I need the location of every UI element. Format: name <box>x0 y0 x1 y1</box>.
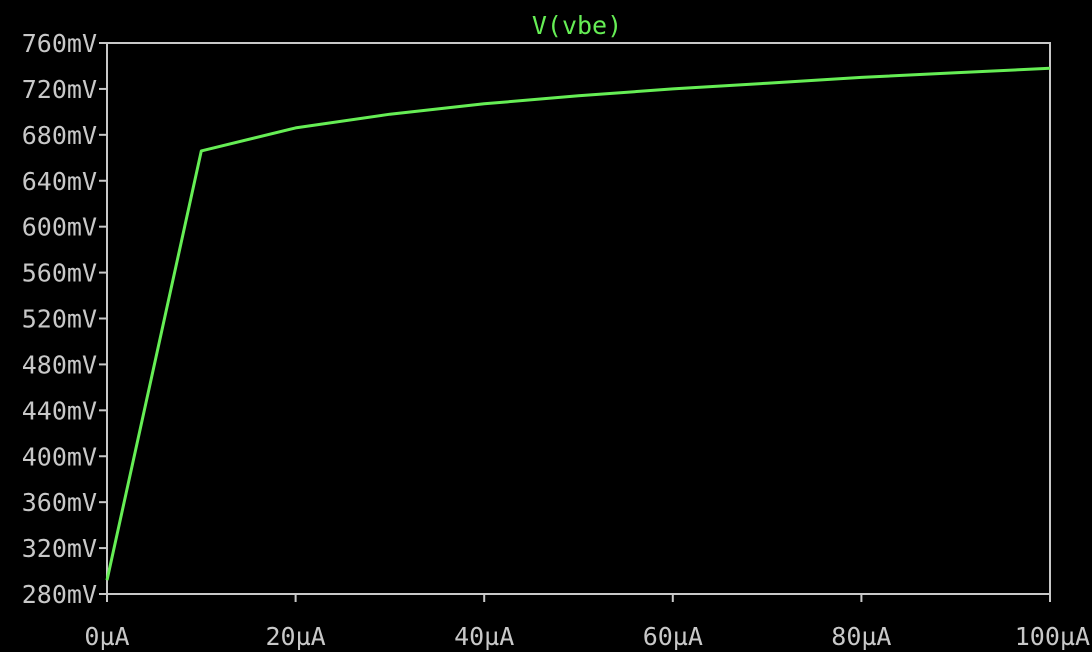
y-tick-label: 280mV <box>22 580 97 609</box>
y-tick-label: 560mV <box>22 259 97 288</box>
y-tick-label: 360mV <box>22 488 97 517</box>
y-tick-label: 680mV <box>22 121 97 150</box>
y-tick-label: 520mV <box>22 305 97 334</box>
y-axis: 280mV 320mV 360mV 400mV 440mV 480mV 520mV 560mV… <box>22 29 107 609</box>
y-tick-label: 480mV <box>22 350 97 379</box>
y-tick-label: 720mV <box>22 75 97 104</box>
y-tick-label: 600mV <box>22 213 97 242</box>
trace-vbe[interactable] <box>105 66 1051 581</box>
x-tick-label: 60µA <box>643 622 703 651</box>
y-tick-label: 440mV <box>22 396 97 425</box>
y-tick-label: 760mV <box>22 29 97 58</box>
x-tick-label: 20µA <box>265 622 325 651</box>
chart-title[interactable]: V(vbe) <box>532 11 622 40</box>
x-tick-label: 0µA <box>84 622 129 651</box>
plot-frame <box>106 42 1051 595</box>
trace-group <box>105 66 1051 581</box>
x-tick-label: 80µA <box>831 622 891 651</box>
x-tick-label: 40µA <box>454 622 514 651</box>
x-tick-label: 100µA <box>1015 622 1090 651</box>
y-tick-label: 640mV <box>22 167 97 196</box>
y-tick-label: 400mV <box>22 442 97 471</box>
y-tick-label: 320mV <box>22 534 97 563</box>
x-axis: 0µA 20µA 40µA 60µA 80µA 100µA <box>84 594 1090 651</box>
